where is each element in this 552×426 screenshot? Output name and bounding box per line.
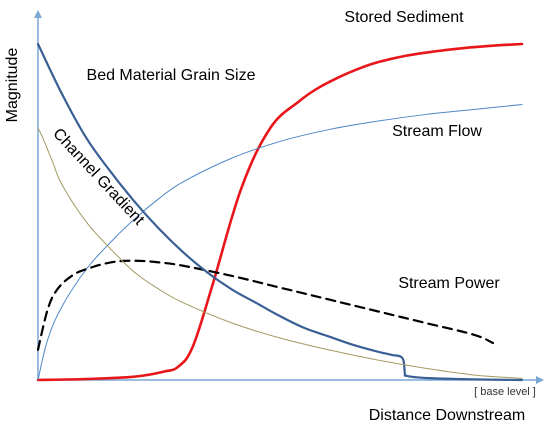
series-line-stored-sediment [36,42,524,382]
base-level-annotation: [ base level ] [474,386,536,398]
label-channel-gradient: Channel Gradient [49,125,147,229]
series-line-channel-gradient [37,127,523,379]
label-stored-sediment: Stored Sediment [344,9,464,26]
y-axis-title: Magnitude [4,48,21,123]
label-stream-power: Stream Power [398,275,500,292]
label-bed-material-grain-size: Bed Material Grain Size [87,67,256,84]
label-stream-flow: Stream Flow [392,123,482,140]
series-layer [36,42,524,382]
series-line-stream-flow [37,103,523,381]
x-axis-title: Distance Downstream [369,407,526,424]
series-line-stream-power [36,259,495,351]
series-line-bed-material-grain-size [36,42,524,382]
